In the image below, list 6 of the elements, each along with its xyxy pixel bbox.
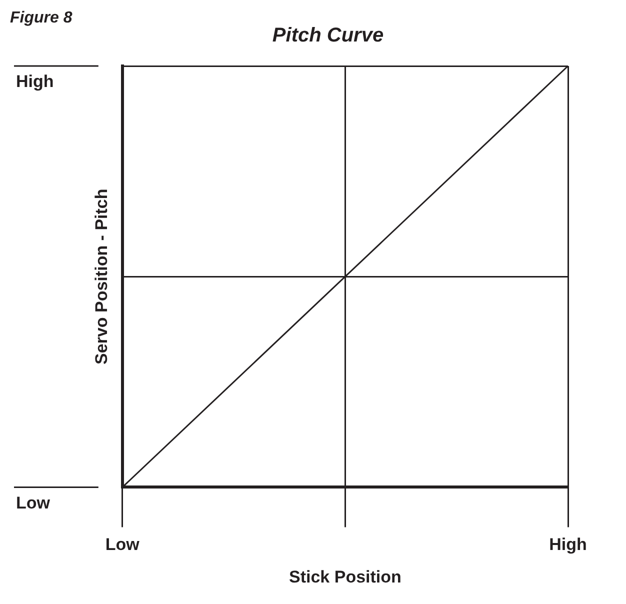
text: High [16,72,54,92]
y-axis-title: Servo Position - Pitch [92,188,111,364]
text: Low [16,493,51,512]
caption: Figure 8 [10,9,72,26]
x-axis-title: Stick Position [288,567,402,586]
chart-title: Pitch Curve [272,24,384,47]
